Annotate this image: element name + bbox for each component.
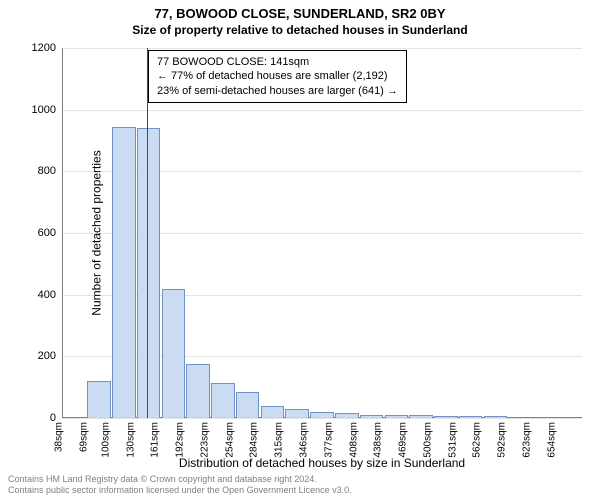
bar [385, 415, 409, 418]
bar [434, 416, 458, 418]
annotation-line1: 77 BOWOOD CLOSE: 141sqm [157, 55, 398, 69]
y-axis-label: Number of detached properties [90, 150, 104, 315]
x-tick: 623sqm [522, 422, 533, 458]
x-tick: 254sqm [224, 422, 235, 458]
x-tick: 438sqm [373, 422, 384, 458]
x-axis-label: Distribution of detached houses by size … [179, 456, 465, 470]
bar [261, 406, 285, 418]
annotation-box: 77 BOWOOD CLOSE: 141sqm ← 77% of detache… [148, 50, 407, 103]
x-tick: 500sqm [423, 422, 434, 458]
title-main: 77, BOWOOD CLOSE, SUNDERLAND, SR2 0BY [0, 0, 600, 21]
bar [310, 412, 334, 418]
annotation-line3: 23% of semi-detached houses are larger (… [157, 84, 398, 98]
plot: 02004006008001000120038sqm69sqm100sqm130… [62, 48, 582, 418]
bar [285, 409, 309, 418]
x-tick: 377sqm [323, 422, 334, 458]
annotation-line2: ← 77% of detached houses are smaller (2,… [157, 69, 398, 83]
reference-line [147, 48, 148, 418]
x-tick: 408sqm [348, 422, 359, 458]
y-tick: 1000 [32, 104, 56, 116]
x-tick: 592sqm [497, 422, 508, 458]
grid-line [62, 110, 582, 111]
x-tick: 38sqm [54, 422, 65, 452]
y-tick: 800 [38, 165, 56, 177]
bar [137, 128, 161, 418]
bar [484, 416, 508, 418]
y-tick: 400 [38, 289, 56, 301]
x-tick: 192sqm [175, 422, 186, 458]
bar [211, 383, 235, 418]
title-sub: Size of property relative to detached ho… [0, 21, 600, 37]
footer-line2: Contains public sector information licen… [8, 485, 352, 496]
bar [112, 127, 136, 418]
footer: Contains HM Land Registry data © Crown c… [8, 474, 352, 496]
y-tick: 200 [38, 350, 56, 362]
chart-area: 02004006008001000120038sqm69sqm100sqm130… [62, 48, 582, 418]
x-tick: 223sqm [200, 422, 211, 458]
x-tick: 315sqm [274, 422, 285, 458]
x-tick: 130sqm [125, 422, 136, 458]
y-tick: 1200 [32, 42, 56, 54]
grid-line [62, 48, 582, 49]
bar [87, 381, 111, 418]
x-tick: 654sqm [546, 422, 557, 458]
bar [360, 415, 384, 418]
grid-line [62, 418, 582, 419]
bar [236, 392, 260, 418]
x-tick: 100sqm [101, 422, 112, 458]
x-tick: 346sqm [299, 422, 310, 458]
bar [409, 415, 433, 418]
x-tick: 531sqm [447, 422, 458, 458]
bar [335, 413, 359, 418]
x-tick: 562sqm [472, 422, 483, 458]
x-tick: 69sqm [79, 422, 90, 452]
footer-line1: Contains HM Land Registry data © Crown c… [8, 474, 352, 485]
y-tick: 600 [38, 227, 56, 239]
x-tick: 161sqm [150, 422, 161, 458]
bar [186, 364, 210, 418]
x-tick: 284sqm [249, 422, 260, 458]
x-tick: 469sqm [398, 422, 409, 458]
bar [459, 416, 483, 418]
bar [162, 289, 186, 419]
